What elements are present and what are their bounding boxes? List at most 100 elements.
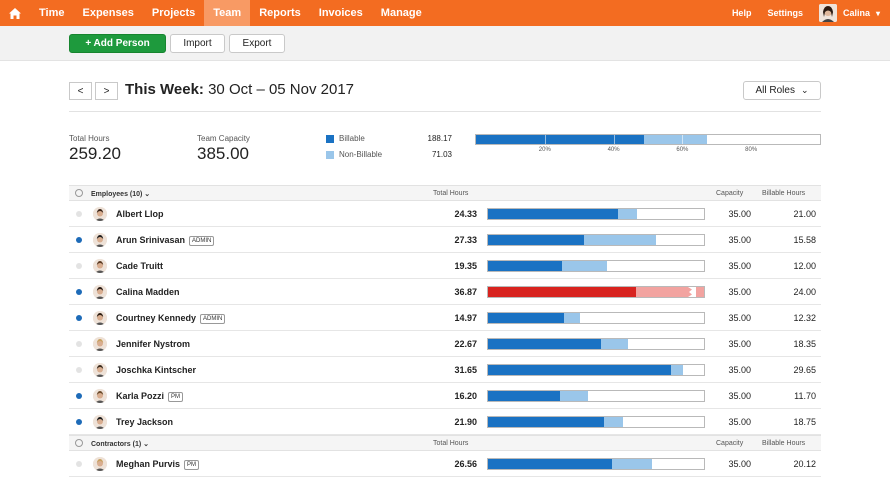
nonbillable-segment bbox=[560, 391, 588, 401]
add-person-button[interactable]: + Add Person bbox=[69, 34, 166, 53]
col-total-hours: Total Hours bbox=[433, 190, 469, 197]
avatar bbox=[93, 259, 107, 273]
role-badge: ADMIN bbox=[200, 314, 226, 324]
capacity-cell: 35.00 bbox=[728, 365, 751, 375]
person-name[interactable]: Albert Llop bbox=[116, 209, 164, 219]
nonbillable-legend-value: 71.03 bbox=[431, 150, 452, 159]
table-row[interactable]: Meghan Purvis PM 26.56 35.00 20.12 bbox=[69, 451, 821, 477]
role-badge: ADMIN bbox=[189, 236, 215, 246]
capacity-cell: 35.00 bbox=[728, 235, 751, 245]
status-dot bbox=[76, 315, 82, 321]
total-hours-cell: 22.67 bbox=[454, 339, 477, 349]
nav-item-team[interactable]: Team bbox=[204, 0, 251, 26]
employees-section-header[interactable]: Employees (10) ⌄ Total Hours Capacity Bi… bbox=[69, 185, 821, 201]
person-name-cell[interactable]: Joschka Kintscher bbox=[116, 365, 196, 375]
billable-segment bbox=[488, 391, 561, 401]
total-hours-value: 259.20 bbox=[69, 144, 121, 163]
table-row[interactable]: Calina Madden 36.87 35.00 24.00 bbox=[69, 279, 821, 305]
nav-item-expenses[interactable]: Expenses bbox=[82, 7, 134, 19]
table-row[interactable]: Cade Truitt 19.35 35.00 12.00 bbox=[69, 253, 821, 279]
table-row[interactable]: Karla Pozzi PM 16.20 35.00 11.70 bbox=[69, 383, 821, 409]
nav-item-projects[interactable]: Projects bbox=[151, 7, 196, 19]
hours-bar bbox=[487, 416, 705, 428]
table-row[interactable]: Jennifer Nystrom 22.67 35.00 18.35 bbox=[69, 331, 821, 357]
person-name-cell[interactable]: Arun Srinivasan ADMIN bbox=[116, 235, 215, 246]
person-name[interactable]: Arun Srinivasan bbox=[116, 235, 186, 245]
collapse-icon[interactable] bbox=[75, 439, 83, 447]
total-hours-cell: 36.87 bbox=[454, 287, 477, 297]
billable-hours-cell: 15.58 bbox=[793, 235, 816, 245]
col-billable-hours: Billable Hours bbox=[762, 190, 806, 197]
person-name[interactable]: Karla Pozzi bbox=[116, 391, 165, 401]
table-row[interactable]: Trey Jackson 21.90 35.00 18.75 bbox=[69, 409, 821, 435]
billable-hours-cell: 18.35 bbox=[793, 339, 816, 349]
export-button[interactable]: Export bbox=[229, 34, 285, 53]
status-dot bbox=[76, 461, 82, 467]
nav-item-reports[interactable]: Reports bbox=[259, 7, 301, 19]
person-name[interactable]: Trey Jackson bbox=[116, 417, 174, 427]
tick-line bbox=[682, 135, 684, 144]
person-name-cell[interactable]: Trey Jackson bbox=[116, 417, 173, 427]
total-hours-label: Total Hours bbox=[69, 134, 110, 143]
collapse-icon[interactable] bbox=[75, 189, 83, 197]
table-row[interactable]: Courtney Kennedy ADMIN 14.97 35.00 12.32 bbox=[69, 305, 821, 331]
user-menu[interactable]: Calina ▾ bbox=[811, 4, 890, 22]
contractors-section-header[interactable]: Contractors (1) ⌄ Total Hours Capacity B… bbox=[69, 435, 821, 451]
total-hours-cell: 24.33 bbox=[454, 209, 477, 219]
tick-line bbox=[613, 135, 615, 144]
roles-dropdown[interactable]: All Roles ⌄ bbox=[743, 81, 821, 100]
tick-label: 20% bbox=[538, 147, 551, 153]
person-name[interactable]: Meghan Purvis bbox=[116, 459, 181, 469]
nonbillable-segment bbox=[617, 209, 638, 219]
person-name-cell[interactable]: Albert Llop bbox=[116, 209, 164, 219]
next-week-button[interactable]: > bbox=[95, 82, 118, 100]
prev-week-button[interactable]: < bbox=[69, 82, 92, 100]
col-billable-hours: Billable Hours bbox=[762, 440, 806, 447]
status-dot bbox=[76, 341, 82, 347]
settings-link[interactable]: Settings bbox=[767, 8, 803, 18]
billable-segment bbox=[488, 209, 618, 219]
overflow-icon bbox=[688, 287, 696, 297]
nav-item-time[interactable]: Time bbox=[39, 7, 65, 19]
help-link[interactable]: Help bbox=[731, 8, 752, 18]
status-dot bbox=[76, 237, 82, 243]
week-label: This Week: bbox=[125, 81, 204, 98]
tick-label: 60% bbox=[676, 147, 689, 153]
person-name[interactable]: Cade Truitt bbox=[116, 261, 164, 271]
nav-item-manage[interactable]: Manage bbox=[380, 7, 422, 19]
person-name-cell[interactable]: Karla Pozzi PM bbox=[116, 391, 184, 402]
table-row[interactable]: Arun Srinivasan ADMIN 27.33 35.00 15.58 bbox=[69, 227, 821, 253]
person-name[interactable]: Calina Madden bbox=[116, 287, 180, 297]
nav-item-invoices[interactable]: Invoices bbox=[318, 7, 363, 19]
table-row[interactable]: Joschka Kintscher 31.65 35.00 29.65 bbox=[69, 357, 821, 383]
nav-items: Time Expenses Projects Team Reports Invoices M… bbox=[30, 0, 431, 26]
avatar bbox=[93, 285, 107, 299]
import-button[interactable]: Import bbox=[170, 34, 225, 53]
capacity-cell: 35.00 bbox=[728, 287, 751, 297]
team-capacity-bar bbox=[475, 134, 821, 145]
person-name-cell[interactable]: Calina Madden bbox=[116, 287, 180, 297]
person-name[interactable]: Courtney Kennedy bbox=[116, 313, 197, 323]
team-capacity-label: Team Capacity bbox=[197, 134, 250, 143]
total-hours-cell: 19.35 bbox=[454, 261, 477, 271]
status-dot bbox=[76, 393, 82, 399]
status-dot bbox=[76, 367, 82, 373]
person-name-cell[interactable]: Meghan Purvis PM bbox=[116, 459, 200, 470]
billable-legend-swatch bbox=[326, 135, 334, 143]
nonbillable-fill bbox=[644, 135, 708, 144]
user-name: Calina bbox=[842, 8, 870, 18]
capacity-cell: 35.00 bbox=[728, 459, 751, 469]
person-name[interactable]: Joschka Kintscher bbox=[116, 365, 197, 375]
billable-legend-value: 188.17 bbox=[427, 134, 452, 143]
team-capacity-value: 385.00 bbox=[197, 144, 249, 163]
avatar bbox=[93, 311, 107, 325]
tick-line bbox=[751, 135, 753, 144]
person-name-cell[interactable]: Cade Truitt bbox=[116, 261, 163, 271]
table-row[interactable]: Albert Llop 24.33 35.00 21.00 bbox=[69, 201, 821, 227]
person-name[interactable]: Jennifer Nystrom bbox=[116, 339, 191, 349]
person-name-cell[interactable]: Jennifer Nystrom bbox=[116, 339, 190, 349]
person-name-cell[interactable]: Courtney Kennedy ADMIN bbox=[116, 313, 226, 324]
nonbillable-segment bbox=[601, 339, 628, 349]
status-dot bbox=[76, 211, 82, 217]
home-icon[interactable] bbox=[0, 0, 30, 26]
